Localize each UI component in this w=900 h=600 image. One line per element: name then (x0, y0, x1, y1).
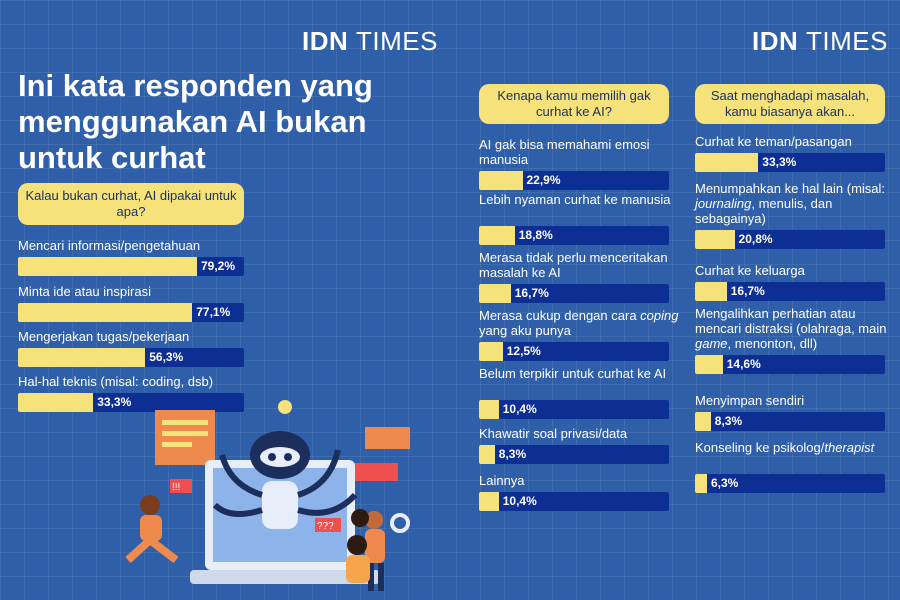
bar-track: 8,3% (695, 412, 885, 431)
bar (479, 400, 499, 419)
bar-label: Lebih nyaman curhat ke manusia (479, 192, 671, 207)
bar-track: 22,9% (479, 171, 669, 190)
bar (695, 153, 759, 172)
bar-track: 6,3% (695, 474, 885, 493)
chart-1-title: Kalau bukan curhat, AI dipakai untuk apa… (18, 183, 244, 225)
bar-label: Merasa tidak perlu menceritakan masalah … (479, 250, 668, 280)
bar-label: Khawatir soal privasi/data (479, 426, 628, 441)
illustration: !!! ??? (125, 400, 410, 591)
bar (18, 257, 197, 276)
bar (18, 393, 94, 412)
bar (479, 171, 523, 190)
bar-label: Curhat ke keluarga (695, 263, 805, 278)
bar-label: Konseling ke psikolog/therapist (695, 440, 875, 455)
bar-track: 12,5% (479, 342, 669, 361)
bar-label: Mencari informasi/pengetahuan (18, 238, 201, 253)
bar-track: 14,6% (695, 355, 885, 374)
bar-track: 8,3% (479, 445, 669, 464)
bar (479, 342, 503, 361)
brand-name-bold: IDN (752, 26, 799, 56)
lightbulb-icon (278, 400, 292, 414)
bar (479, 226, 515, 245)
chart-2-title: Kenapa kamu memilih gak curhat ke AI? (479, 84, 669, 124)
bar-value-label: 33,3% (762, 155, 797, 169)
bar-value-label: 20,8% (738, 232, 773, 246)
question-sign-icon (315, 518, 341, 532)
bar-label: Menumpahkan ke hal lain (misal: journali… (695, 181, 886, 226)
bar-value-label: 6,3% (710, 476, 739, 490)
bar-value-label: 10,4% (502, 494, 537, 508)
bar-label: Curhat ke teman/pasangan (695, 134, 852, 149)
bar-value-label: 33,3% (97, 395, 132, 409)
bar-value-label: 14,6% (726, 357, 761, 371)
bar-track: 16,7% (695, 282, 885, 301)
brand-logo-right: IDN TIMES (752, 26, 888, 57)
bar-value-label: 8,3% (498, 447, 527, 461)
bar-track: 79,2% (18, 257, 244, 276)
bar (695, 282, 727, 301)
brand-name-light: TIMES (806, 26, 888, 56)
bar-track: 56,3% (18, 348, 244, 367)
bar-value-label: 22,9% (526, 173, 561, 187)
person-icon (140, 495, 160, 515)
bar-value-label: 77,1% (196, 305, 231, 319)
bar (479, 284, 511, 303)
bar-value-label: 16,7% (514, 286, 549, 300)
page-title: Ini kata responden yang menggunakan AI b… (18, 68, 373, 175)
bar-value-label: 79,2% (200, 259, 236, 273)
brand-name-light: TIMES (356, 26, 438, 56)
bar-value-label: 56,3% (149, 350, 184, 364)
bar-label: Lainnya (479, 473, 525, 488)
person-icon (365, 511, 383, 529)
chat-bubble-icon (365, 427, 410, 449)
bar-track: 20,8% (695, 230, 885, 249)
bar-value-label: 16,7% (730, 284, 765, 298)
note-card-icon (155, 410, 215, 465)
bar-value-label: 18,8% (518, 228, 553, 242)
chat-bubble-icon (348, 463, 398, 481)
bar (695, 355, 723, 374)
bar-label: AI gak bisa memahami emosi manusia (479, 137, 650, 167)
gear-icon (390, 513, 410, 533)
bar-label: Merasa cukup dengan cara coping yang aku… (479, 308, 679, 338)
bar (695, 474, 707, 493)
bar-label: Mengalihkan perhatian atau mencari distr… (695, 306, 887, 351)
bar-label: Belum terpikir untuk curhat ke AI (479, 366, 667, 381)
bar-track: 18,8% (479, 226, 669, 245)
question-sign-text: ??? (317, 521, 334, 532)
bar-value-label: 10,4% (502, 402, 537, 416)
bar (695, 412, 711, 431)
bar (18, 348, 146, 367)
bar-label: Menyimpan sendiri (695, 393, 805, 408)
bar-track: 77,1% (18, 303, 244, 322)
bar-track: 10,4% (479, 400, 669, 419)
bar (695, 230, 735, 249)
brand-logo-left: IDN TIMES (302, 26, 438, 57)
bar-value-label: 8,3% (714, 414, 743, 428)
bar-track: 10,4% (479, 492, 669, 511)
bar-track: 33,3% (695, 153, 885, 172)
bar-value-label: 12,5% (506, 344, 541, 358)
exclamation-sign-text: !!! (172, 482, 180, 493)
bar (479, 445, 495, 464)
bar-track: 16,7% (479, 284, 669, 303)
bar (479, 492, 499, 511)
exclamation-sign-icon (170, 479, 192, 493)
person-icon (347, 535, 367, 555)
bar (18, 303, 193, 322)
bar-track: 33,3% (18, 393, 244, 412)
brand-name-bold: IDN (302, 26, 349, 56)
bar-label: Hal-hal teknis (misal: coding, dsb) (18, 374, 214, 389)
bar-label: Mengerjakan tugas/pekerjaan (18, 329, 190, 344)
bar-label: Minta ide atau inspirasi (18, 284, 151, 299)
chart-3-title: Saat menghadapi masalah, kamu biasanya a… (695, 84, 885, 124)
